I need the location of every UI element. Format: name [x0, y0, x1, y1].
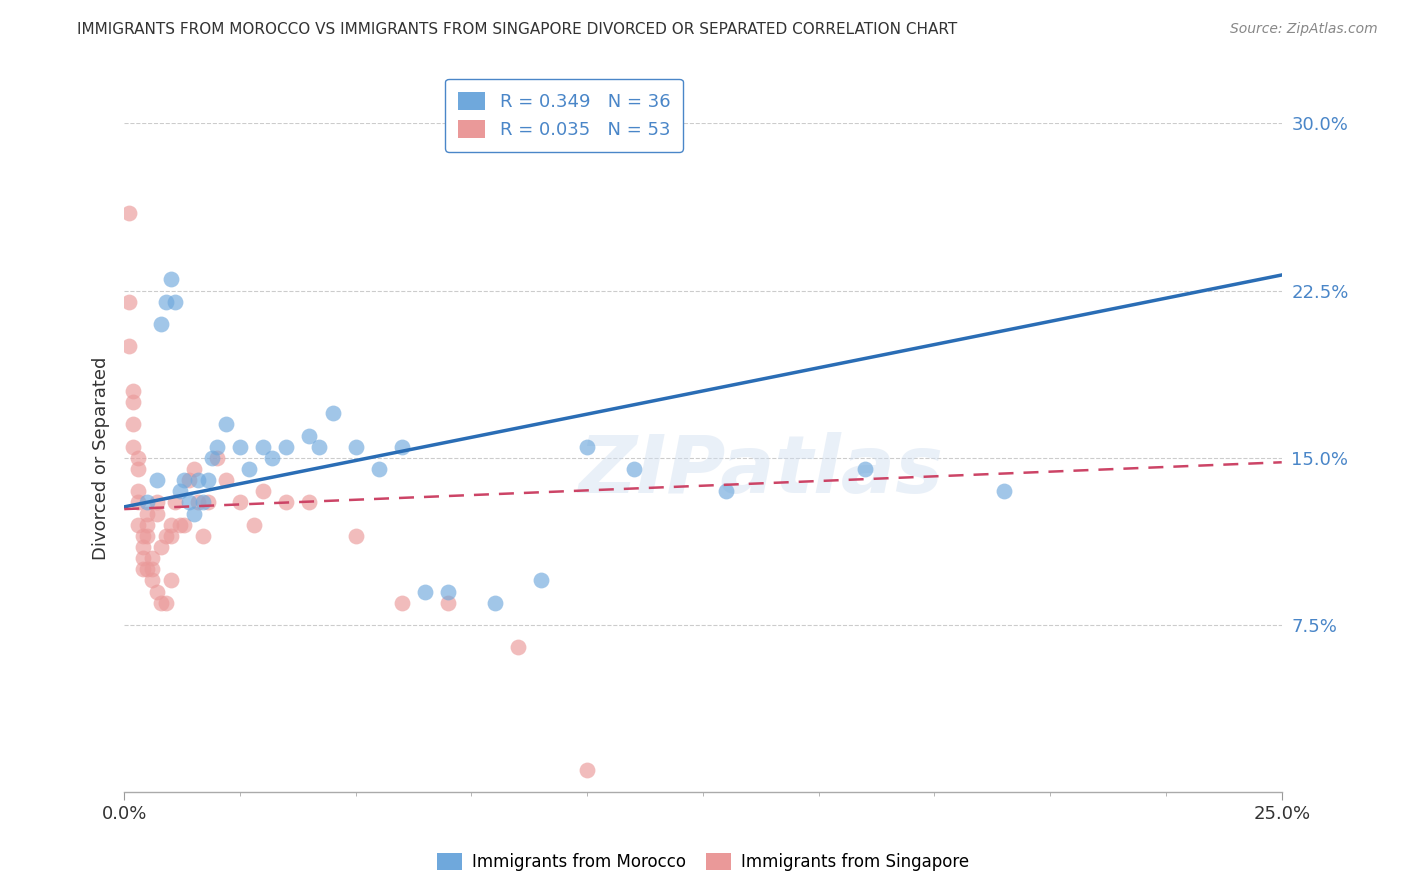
- Point: [155, 596, 177, 610]
- Point: [391, 440, 413, 454]
- Text: ZIPatlas: ZIPatlas: [578, 433, 943, 510]
- Point: [141, 574, 163, 588]
- Point: [165, 495, 187, 509]
- Point: [132, 540, 155, 554]
- Point: [623, 462, 645, 476]
- Point: [437, 584, 460, 599]
- Point: [413, 584, 436, 599]
- Point: [155, 529, 177, 543]
- Legend: Immigrants from Morocco, Immigrants from Singapore: Immigrants from Morocco, Immigrants from…: [429, 845, 977, 880]
- Point: [159, 517, 181, 532]
- Point: [197, 495, 219, 509]
- Point: [183, 507, 205, 521]
- Point: [145, 584, 167, 599]
- Point: [344, 440, 367, 454]
- Point: [122, 395, 145, 409]
- Point: [165, 294, 187, 309]
- Point: [127, 462, 149, 476]
- Y-axis label: Divorced or Separated: Divorced or Separated: [93, 356, 110, 559]
- Point: [437, 596, 460, 610]
- Point: [127, 484, 149, 499]
- Point: [122, 417, 145, 432]
- Point: [215, 417, 238, 432]
- Point: [150, 540, 173, 554]
- Point: [262, 450, 284, 465]
- Point: [576, 440, 599, 454]
- Point: [191, 529, 214, 543]
- Point: [118, 205, 141, 219]
- Point: [177, 495, 200, 509]
- Point: [127, 517, 149, 532]
- Point: [298, 428, 321, 442]
- Point: [201, 450, 224, 465]
- Point: [145, 473, 167, 487]
- Point: [132, 562, 155, 576]
- Point: [173, 517, 195, 532]
- Point: [141, 562, 163, 576]
- Point: [238, 462, 260, 476]
- Point: [243, 517, 266, 532]
- Point: [136, 562, 159, 576]
- Point: [229, 495, 252, 509]
- Point: [229, 440, 252, 454]
- Point: [118, 339, 141, 353]
- Point: [127, 450, 149, 465]
- Point: [136, 495, 159, 509]
- Point: [118, 294, 141, 309]
- Point: [205, 440, 228, 454]
- Point: [159, 574, 181, 588]
- Point: [530, 574, 553, 588]
- Point: [155, 294, 177, 309]
- Point: [308, 440, 330, 454]
- Text: Source: ZipAtlas.com: Source: ZipAtlas.com: [1230, 22, 1378, 37]
- Point: [322, 406, 344, 420]
- Point: [391, 596, 413, 610]
- Point: [993, 484, 1015, 499]
- Legend: R = 0.349   N = 36, R = 0.035   N = 53: R = 0.349 N = 36, R = 0.035 N = 53: [446, 78, 683, 152]
- Point: [122, 384, 145, 398]
- Point: [132, 551, 155, 566]
- Point: [484, 596, 506, 610]
- Point: [215, 473, 238, 487]
- Point: [145, 507, 167, 521]
- Point: [150, 596, 173, 610]
- Point: [177, 473, 200, 487]
- Point: [191, 495, 214, 509]
- Point: [169, 517, 191, 532]
- Point: [122, 440, 145, 454]
- Point: [252, 440, 274, 454]
- Point: [187, 473, 209, 487]
- Point: [506, 640, 529, 655]
- Point: [159, 272, 181, 286]
- Point: [276, 440, 298, 454]
- Point: [136, 517, 159, 532]
- Point: [159, 529, 181, 543]
- Point: [169, 484, 191, 499]
- Point: [853, 462, 876, 476]
- Point: [141, 551, 163, 566]
- Point: [714, 484, 737, 499]
- Point: [145, 495, 167, 509]
- Point: [298, 495, 321, 509]
- Text: IMMIGRANTS FROM MOROCCO VS IMMIGRANTS FROM SINGAPORE DIVORCED OR SEPARATED CORRE: IMMIGRANTS FROM MOROCCO VS IMMIGRANTS FR…: [77, 22, 957, 37]
- Point: [183, 462, 205, 476]
- Point: [132, 529, 155, 543]
- Point: [576, 763, 599, 777]
- Point: [344, 529, 367, 543]
- Point: [205, 450, 228, 465]
- Point: [136, 507, 159, 521]
- Point: [136, 529, 159, 543]
- Point: [127, 495, 149, 509]
- Point: [197, 473, 219, 487]
- Point: [173, 473, 195, 487]
- Point: [367, 462, 389, 476]
- Point: [187, 495, 209, 509]
- Point: [276, 495, 298, 509]
- Point: [150, 317, 173, 331]
- Point: [252, 484, 274, 499]
